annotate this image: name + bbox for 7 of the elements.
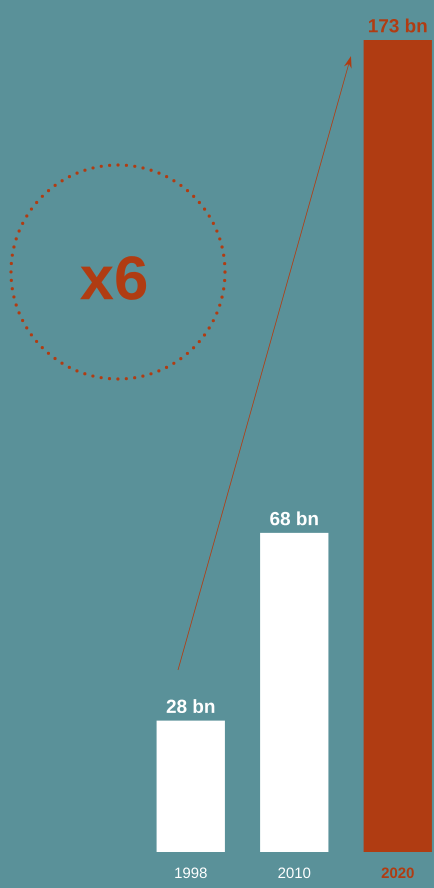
annotation: x6 <box>80 256 146 300</box>
x-tick-label: 1998 <box>175 868 207 878</box>
x-tick-label: 2010 <box>278 868 310 878</box>
data-label: 68 bn <box>270 511 318 526</box>
x-tick-label: 2020 <box>382 868 414 878</box>
data-label: 28 bn <box>166 699 214 714</box>
data-label: 173 bn <box>368 18 427 32</box>
